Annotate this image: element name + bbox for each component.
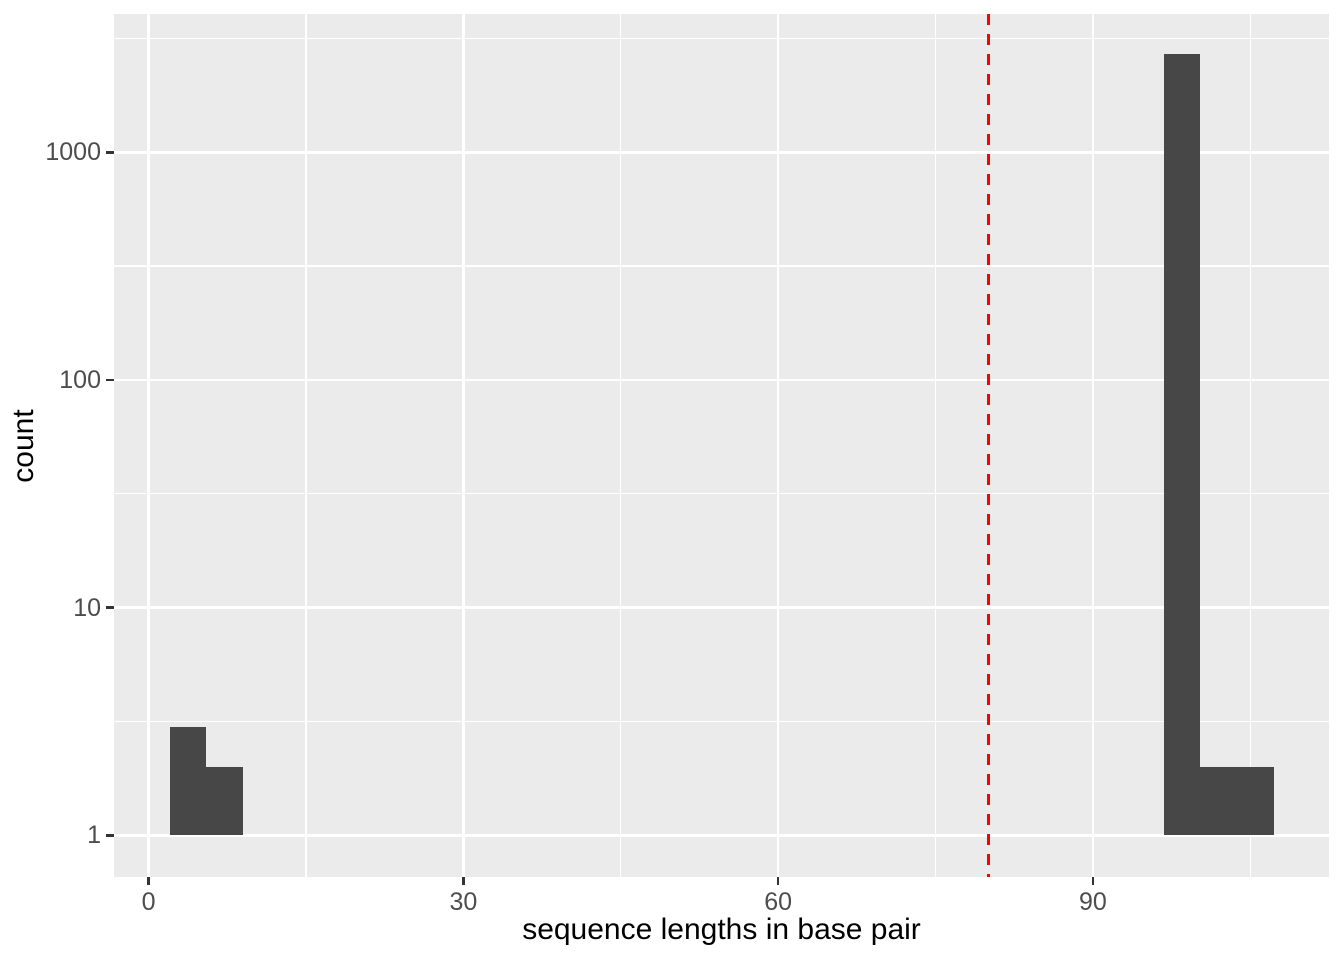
y-minor-gridline [114, 493, 1329, 495]
x-tick-label: 60 [764, 888, 793, 916]
x-tick-mark [776, 877, 780, 885]
x-major-gridline [462, 14, 465, 877]
y-tick-mark [106, 834, 114, 837]
x-minor-gridline [305, 14, 307, 877]
y-major-gridline [114, 378, 1329, 382]
y-major-gridline [114, 150, 1329, 154]
x-axis-title: sequence lengths in base pair [522, 913, 921, 946]
x-minor-gridline [1249, 14, 1251, 877]
x-tick-mark [462, 877, 465, 885]
x-tick-mark [147, 877, 150, 885]
x-tick-mark [1091, 877, 1095, 885]
x-major-gridline [776, 14, 780, 877]
plot-panel [114, 14, 1329, 877]
y-tick-label: 10 [73, 593, 101, 622]
y-axis-title: count [7, 408, 40, 483]
x-tick-label: 90 [1079, 888, 1107, 916]
y-tick-label: 1000 [45, 138, 101, 167]
y-minor-gridline [114, 37, 1329, 40]
x-major-gridline [147, 14, 150, 877]
histogram-bar [1200, 766, 1238, 836]
x-tick-label: 30 [449, 888, 478, 916]
threshold-line [986, 14, 990, 877]
y-tick-mark [106, 606, 114, 609]
histogram-bar [169, 726, 207, 836]
histogram-bar [1163, 53, 1201, 836]
y-tick-mark [106, 378, 114, 382]
y-major-gridline [114, 606, 1329, 609]
y-tick-mark [106, 150, 114, 154]
x-minor-gridline [620, 14, 622, 877]
y-minor-gridline [114, 720, 1329, 723]
histogram-bar [1237, 766, 1274, 836]
y-minor-gridline [114, 265, 1329, 267]
y-tick-label: 100 [59, 365, 101, 394]
x-major-gridline [1091, 14, 1095, 877]
y-tick-label: 1 [87, 821, 101, 850]
x-minor-gridline [934, 14, 937, 877]
histogram-bar [206, 766, 244, 836]
y-major-gridline [114, 834, 1329, 837]
x-tick-label: 0 [141, 888, 156, 916]
